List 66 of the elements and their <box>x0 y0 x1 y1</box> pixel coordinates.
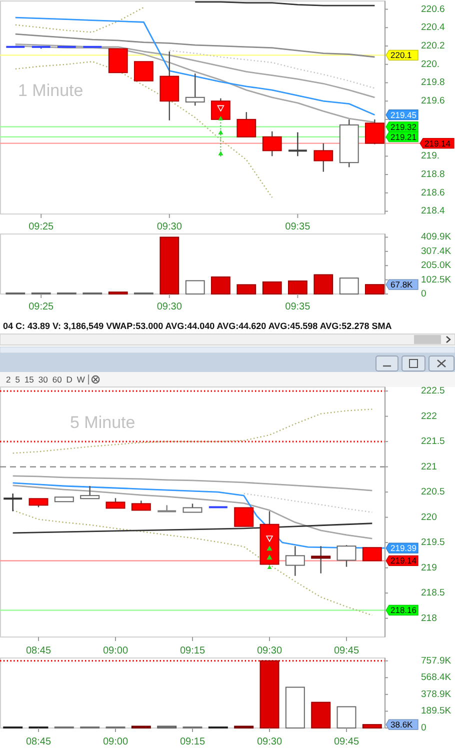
y-tick-label: 220.2 <box>421 40 445 52</box>
ref-line-label: 218.16 <box>390 605 417 616</box>
y-tick-label: 221.5 <box>421 436 445 448</box>
data-label: 219.45 <box>390 110 417 120</box>
y-tick-label: 189.5K <box>421 706 452 717</box>
y-tick-label: 219. <box>421 150 440 162</box>
data-label: 38.6K <box>390 720 414 730</box>
text: D <box>66 374 72 384</box>
ref-line-label: 219.21 <box>390 132 417 142</box>
y-tick-label: 221 <box>421 461 437 472</box>
y-tick-label: 222.5 <box>421 386 445 397</box>
x-tick-label: 09:25 <box>28 302 54 312</box>
y-tick-label: 219.6 <box>421 96 445 107</box>
y-tick-label: 568.4K <box>421 672 452 684</box>
x-tick-label: 09:35 <box>285 222 311 232</box>
x-tick-label: 09:30 <box>156 222 182 232</box>
y-tick-label: 378.9K <box>421 688 452 700</box>
y-tick-label: 220.6 <box>421 4 445 15</box>
y-tick-label: 220 <box>421 512 437 523</box>
y-tick-label: 0 <box>421 288 426 300</box>
y-tick-label: 218 <box>421 612 437 624</box>
y-tick-label: 219 <box>421 562 437 574</box>
text: 2 <box>6 374 11 384</box>
ref-line-label: 220.1 <box>390 50 412 60</box>
x-tick-label: 09:30 <box>256 646 282 656</box>
x-tick-label: 09:45 <box>334 646 360 656</box>
x-tick-label: 09:30 <box>156 302 182 312</box>
y-tick-label: 219.8 <box>421 77 445 88</box>
y-tick-label: 218.5 <box>421 588 445 599</box>
y-tick-label: 205.0K <box>421 260 452 272</box>
text: 60 <box>52 374 62 384</box>
x-tick-label: 09:25 <box>28 222 54 232</box>
text: 15 <box>24 374 34 384</box>
y-tick-label: 218.4 <box>421 206 445 217</box>
x-tick-label: 09:30 <box>256 736 282 748</box>
text: 30 <box>38 374 48 384</box>
y-tick-label: 220. <box>421 58 440 70</box>
data-label: 219.39 <box>390 543 417 554</box>
text: 1 Minute <box>18 81 84 100</box>
data-label: 67.8K <box>390 280 414 290</box>
x-tick-label: 08:45 <box>26 736 52 748</box>
y-tick-label: 219.5 <box>421 537 445 548</box>
x-tick-label: 08:45 <box>26 646 52 656</box>
y-tick-label: 757.9K <box>421 655 452 666</box>
y-tick-label: 0 <box>421 722 426 734</box>
y-tick-label: 218.6 <box>421 187 445 198</box>
y-tick-label: 222 <box>421 410 437 422</box>
text: 5 <box>15 374 20 384</box>
text: 04 C: 43.89 V: 3,186,549 VWAP:53.000 AVG:44.040 AVG:44.620 AVG:45.598 AVG:52.278 SMA <box>3 321 392 331</box>
text: W <box>76 374 85 384</box>
x-tick-label: 09:35 <box>285 302 311 312</box>
text: 5 Minute <box>70 413 136 432</box>
x-tick-label: 09:15 <box>180 736 206 748</box>
y-tick-label: 409.9K <box>421 232 452 243</box>
y-tick-label: 307.4K <box>421 246 452 257</box>
y-tick-label: 220.4 <box>421 22 445 34</box>
x-tick-label: 09:00 <box>102 736 128 748</box>
ref-line-label: 219.14 <box>424 138 451 148</box>
x-tick-label: 09:00 <box>102 646 128 656</box>
x-tick-label: 09:15 <box>180 646 206 656</box>
y-tick-label: 218.8 <box>421 169 445 180</box>
y-tick-label: 102.5K <box>421 274 452 286</box>
ref-line-label: 219.14 <box>390 556 417 566</box>
x-tick-label: 09:45 <box>334 736 360 748</box>
y-tick-label: 220.5 <box>421 486 445 498</box>
ref-line-label: 219.32 <box>390 122 417 132</box>
